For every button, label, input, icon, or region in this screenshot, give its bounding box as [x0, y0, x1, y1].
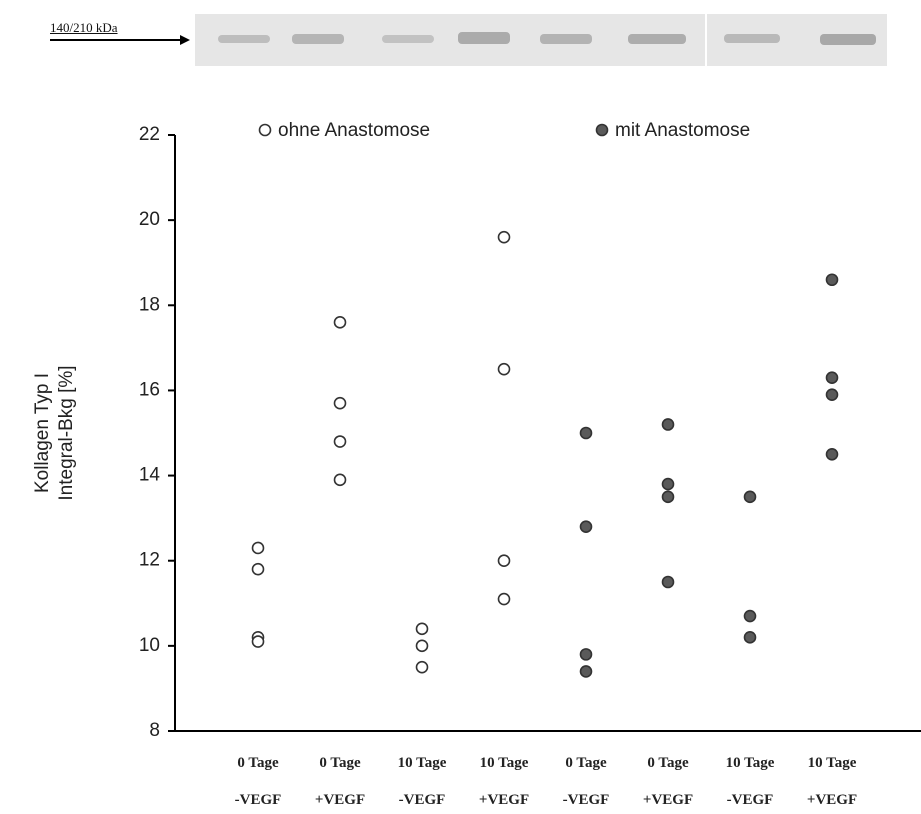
western-blot — [50, 14, 887, 66]
data-point — [581, 428, 592, 439]
page: 8 10 12 14 16 18 20 22 ohne Anastomose mit Anasto… — [0, 0, 921, 814]
data-point — [253, 636, 264, 647]
data-point — [581, 666, 592, 677]
data-point — [663, 479, 674, 490]
legend-marker — [260, 125, 271, 136]
data-point — [335, 317, 346, 328]
y-tick-label: 16 — [139, 379, 160, 400]
y-tick-label: 20 — [139, 209, 160, 230]
y-tick-label: 22 — [139, 124, 160, 145]
data-point — [827, 372, 838, 383]
data-point — [581, 649, 592, 660]
data-point — [335, 474, 346, 485]
data-point — [417, 662, 428, 673]
x-tick-label: 0 Tage +VEGF — [295, 745, 385, 814]
blot-label: 140/210 kDa — [50, 20, 118, 36]
y-tick-label: 18 — [139, 294, 160, 315]
x-tick-label: 10 Tage +VEGF — [787, 745, 877, 814]
data-point — [745, 491, 756, 502]
y-tick-label: 8 — [149, 720, 160, 741]
data-point — [745, 632, 756, 643]
y-tick-label: 14 — [139, 465, 161, 486]
legend-label: mit Anastomose — [615, 120, 750, 141]
data-point — [827, 449, 838, 460]
data-point — [499, 594, 510, 605]
data-point — [335, 436, 346, 447]
x-tick-label: 10 Tage +VEGF — [459, 745, 549, 814]
y-tick-label: 12 — [139, 550, 160, 571]
x-tick-label: 0 Tage +VEGF — [623, 745, 713, 814]
data-point — [581, 521, 592, 532]
data-point — [499, 232, 510, 243]
x-tick-label: 0 Tage -VEGF — [213, 745, 303, 814]
chart: 8 10 12 14 16 18 20 22 ohne Anastomose mit Anasto… — [0, 0, 921, 814]
legend-marker — [597, 125, 608, 136]
data-point — [827, 274, 838, 285]
data-point — [417, 623, 428, 634]
x-tick-label: 0 Tage -VEGF — [541, 745, 631, 814]
data-point — [827, 389, 838, 400]
data-point — [499, 364, 510, 375]
data-point — [253, 564, 264, 575]
data-point — [499, 555, 510, 566]
legend-label: ohne Anastomose — [278, 120, 430, 141]
y-axis-label: Kollagen Typ I Integral-Bkg [%] — [31, 303, 79, 563]
data-point — [417, 640, 428, 651]
x-tick-label: 10 Tage -VEGF — [705, 745, 795, 814]
data-point — [253, 542, 264, 553]
data-point — [335, 398, 346, 409]
y-tick-label: 10 — [139, 635, 160, 656]
data-point — [663, 419, 674, 430]
data-point — [663, 491, 674, 502]
data-point — [663, 577, 674, 588]
data-point — [745, 611, 756, 622]
x-tick-label: 10 Tage -VEGF — [377, 745, 467, 814]
